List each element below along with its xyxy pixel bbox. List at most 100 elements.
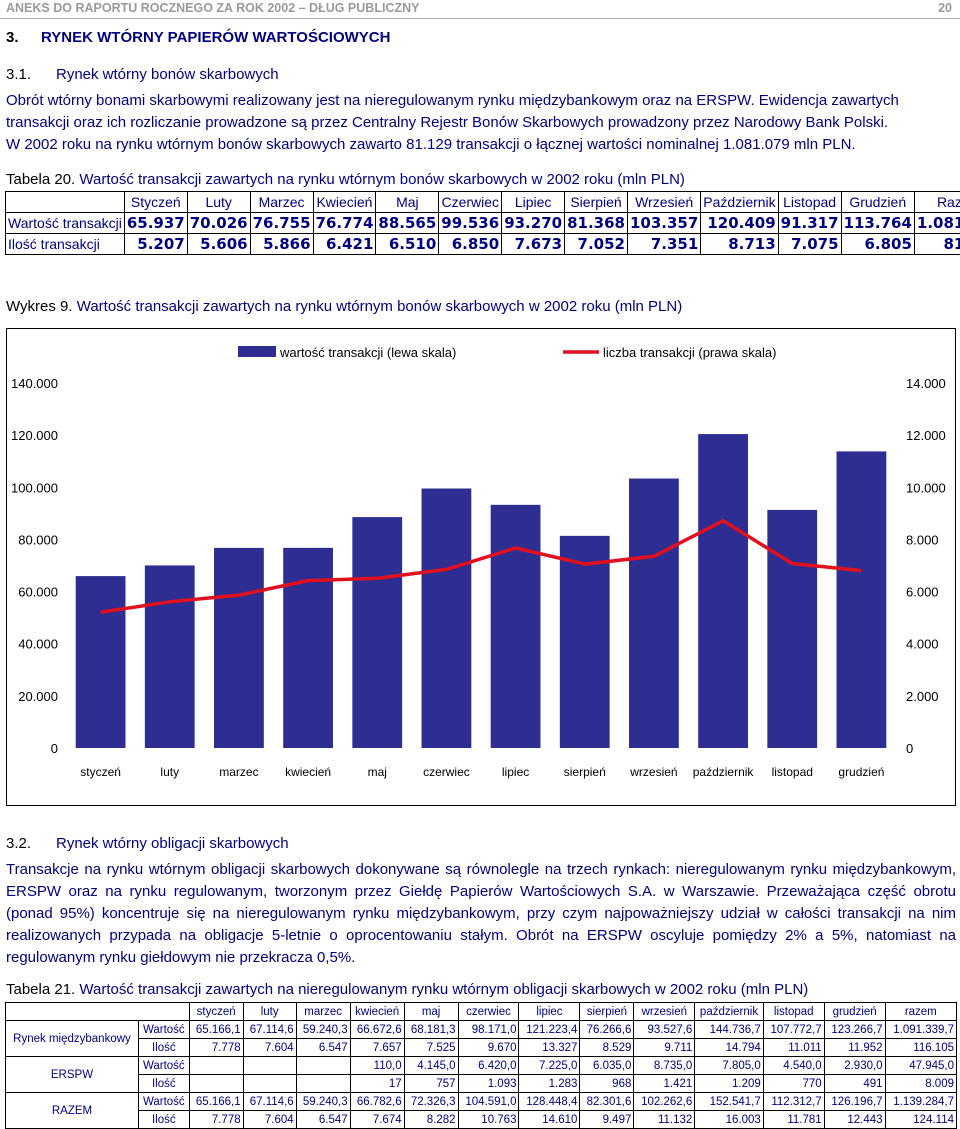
table-cell: 93.270 (502, 213, 565, 234)
page-header: ANEKS DO RAPORTU ROCZNEGO ZA ROK 2002 – … (0, 0, 960, 19)
group-label: ERSPW (6, 1057, 139, 1093)
y-left-tick-label: 20.000 (18, 689, 58, 704)
y-right-tick-label: 4.000 (906, 637, 939, 652)
x-tick-label: kwiecień (285, 765, 331, 779)
y-left-tick-label: 120.000 (11, 428, 58, 443)
x-tick-label: styczeń (80, 765, 121, 779)
y-left-tick-label: 0 (51, 741, 58, 756)
table-cell: 7.052 (565, 234, 628, 255)
table-cell: 116.105 (885, 1039, 956, 1057)
table-cell: 6.421 (313, 234, 376, 255)
table-cell: 1.093 (458, 1075, 519, 1093)
table-cell: 120.409 (701, 213, 778, 234)
y-right-tick-label: 6.000 (906, 585, 939, 600)
y-left-tick-label: 60.000 (18, 585, 58, 600)
subsection-title: Rynek wtórny bonów skarbowych (56, 66, 279, 83)
x-tick-label: maj (368, 765, 387, 779)
chart-label: Wykres 9. (6, 298, 73, 315)
table-cell: 11.952 (824, 1039, 885, 1057)
table-cell: 121.223,4 (519, 1021, 580, 1039)
column-header: październik (695, 1003, 764, 1021)
table-cell: 65.937 (124, 213, 187, 234)
table-cell: 102.262,6 (634, 1093, 695, 1111)
x-tick-label: sierpień (564, 765, 606, 779)
column-header: grudzień (824, 1003, 885, 1021)
table-cell: 6.420,0 (458, 1057, 519, 1075)
bar (283, 548, 333, 748)
table-cell: 7.805,0 (695, 1057, 764, 1075)
subsection-heading-1: 3.1.Rynek wtórny bonów skarbowych (6, 66, 279, 83)
table-cell: 128.448,4 (519, 1093, 580, 1111)
bar (422, 488, 472, 748)
bar (491, 505, 541, 748)
table-cell: 14.794 (695, 1039, 764, 1057)
column-header: sierpień (580, 1003, 634, 1021)
table-cell: 1.209 (695, 1075, 764, 1093)
table-cell: 6.805 (841, 234, 914, 255)
row-label: Wartość (138, 1021, 189, 1039)
column-header: maj (404, 1003, 458, 1021)
column-header: kwiecień (350, 1003, 404, 1021)
table-cell: 7.778 (189, 1111, 243, 1129)
table-cell: 152.541,7 (695, 1093, 764, 1111)
table-cell: 70.026 (187, 213, 250, 234)
table20-label: Tabela 20. (6, 171, 75, 188)
row-label: Ilość (138, 1075, 189, 1093)
bar (352, 517, 402, 748)
table-cell: 72.326,3 (404, 1093, 458, 1111)
table-cell: 76.755 (250, 213, 313, 234)
table-cell: 88.565 (376, 213, 439, 234)
x-tick-label: czerwiec (423, 765, 470, 779)
table-cell (243, 1057, 296, 1075)
chart-title: Wartość transakcji zawartych na rynku wt… (77, 298, 683, 315)
transactions-chart: 020.00040.00060.00080.000100.000120.0001… (6, 328, 956, 806)
bar (145, 565, 195, 748)
table-cell: 59.240,3 (296, 1021, 350, 1039)
table-cell (189, 1057, 243, 1075)
column-header: Sierpień (565, 192, 628, 213)
table-cell: 7.225,0 (519, 1057, 580, 1075)
table-cell: 113.764 (841, 213, 914, 234)
chart-caption: Wykres 9. Wartość transakcji zawartych n… (6, 298, 682, 315)
paragraph-1: Obrót wtórny bonami skarbowymi realizowa… (6, 90, 956, 134)
page-number: 20 (938, 1, 952, 15)
row-label: Wartość transakcji (6, 213, 125, 234)
y-right-tick-label: 2.000 (906, 689, 939, 704)
table-cell: 5.207 (124, 234, 187, 255)
table-cell: 110,0 (350, 1057, 404, 1075)
table-cell: 11.781 (763, 1111, 824, 1129)
table20-title: Wartość transakcji zawartych na rynku wt… (79, 171, 685, 188)
subsection-number: 3.1. (6, 66, 56, 83)
table-cell: 81.129 (914, 234, 960, 255)
table-cell: 112.312,7 (763, 1093, 824, 1111)
y-left-tick-label: 100.000 (11, 480, 58, 495)
table-cell (189, 1075, 243, 1093)
table-cell: 98.171,0 (458, 1021, 519, 1039)
table-cell: 13.327 (519, 1039, 580, 1057)
y-left-tick-label: 140.000 (11, 376, 58, 391)
table-cell: 7.351 (627, 234, 700, 255)
table-cell: 93.527,6 (634, 1021, 695, 1039)
column-header: razem (885, 1003, 956, 1021)
table-cell: 491 (824, 1075, 885, 1093)
y-right-tick-label: 0 (906, 741, 913, 756)
table-cell: 6.547 (296, 1039, 350, 1057)
table-cell: 91.317 (778, 213, 841, 234)
table-cell: 2.930,0 (824, 1057, 885, 1075)
table-cell: 6.547 (296, 1111, 350, 1129)
x-tick-label: październik (693, 765, 755, 779)
table-cell: 5.606 (187, 234, 250, 255)
table-cell: 1.421 (634, 1075, 695, 1093)
legend-line-label: liczba transakcji (prawa skala) (603, 345, 776, 360)
table-cell: 107.772,7 (763, 1021, 824, 1039)
table-cell: 8.529 (580, 1039, 634, 1057)
row-label: Wartość (138, 1093, 189, 1111)
bar (76, 576, 126, 748)
column-header: Styczeń (124, 192, 187, 213)
table-cell: 9.711 (634, 1039, 695, 1057)
column-header: styczeń (189, 1003, 243, 1021)
table-cell: 82.301,6 (580, 1093, 634, 1111)
